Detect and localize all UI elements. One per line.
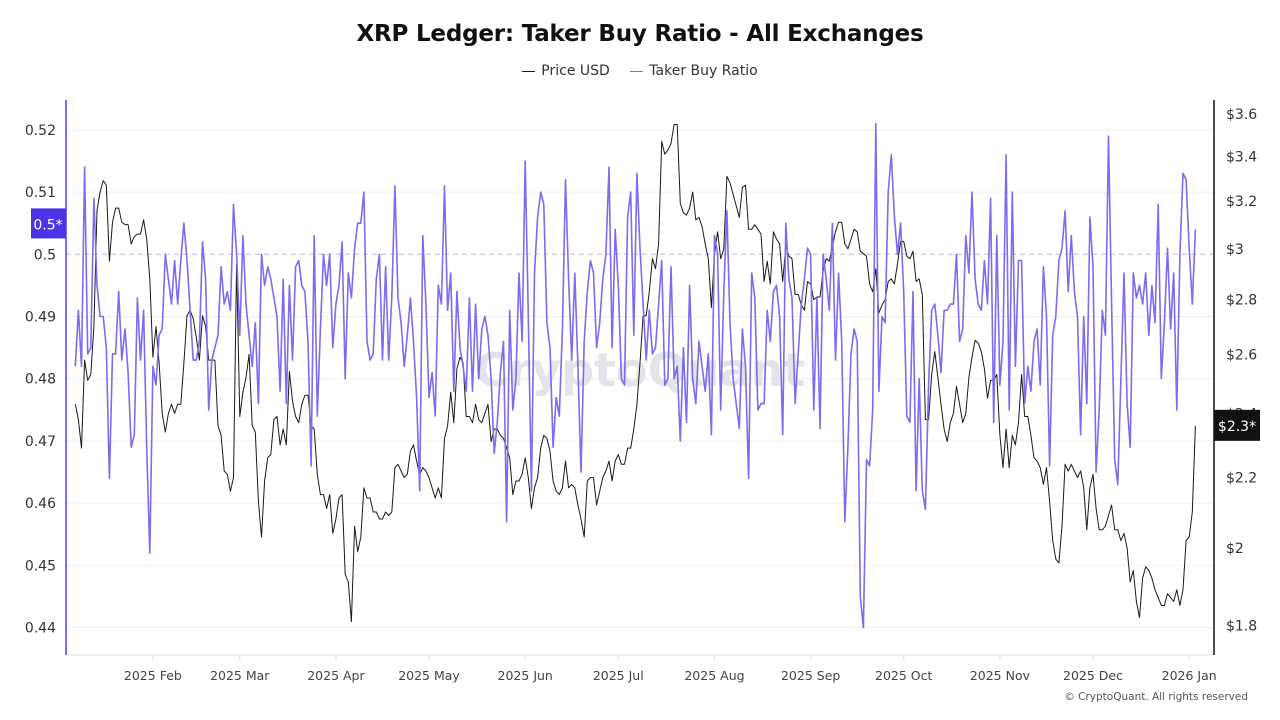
x-tick-label: 2025 Dec — [1063, 668, 1123, 683]
y-right-tick-label: $2.2 — [1226, 471, 1257, 487]
y-right-tick-label: $2.6 — [1226, 347, 1257, 363]
y-left-tick-label: 0.49 — [25, 310, 56, 326]
legend-label-price: Price USD — [541, 63, 610, 79]
y-right-tick-label: $2 — [1226, 541, 1244, 557]
current-value-tags: 0.5* $2.3* — [31, 208, 1260, 441]
y-left-tick-label: 0.48 — [25, 372, 56, 388]
y-left-tick-label: 0.45 — [25, 558, 56, 574]
legend-swatch-price — [522, 70, 536, 72]
x-tick-label: 2025 Oct — [875, 668, 932, 683]
current-price-tag-label: $2.3* — [1218, 419, 1256, 435]
copyright-footer: © CryptoQuant. All rights reserved — [1064, 691, 1248, 703]
y-left-tick-label: 0.46 — [25, 496, 56, 512]
current-ratio-tag — [31, 208, 66, 239]
current-ratio-tag-label: 0.5* — [33, 217, 62, 233]
y-axis-left: 0.44 0.45 0.46 0.47 0.48 0.49 0.5 0.51 0.52 — [25, 100, 67, 655]
x-tick-label: 2025 Sep — [781, 668, 840, 683]
x-tick-label: 2025 Apr — [307, 668, 365, 683]
series-line — [74, 124, 1196, 623]
y-left-tick-label: 0.44 — [25, 621, 56, 637]
y-right-tick-label: $3 — [1226, 242, 1244, 258]
y-left-tick-label: 0.47 — [25, 434, 56, 450]
x-axis: 2025 Feb 2025 Mar 2025 Apr 2025 May 2025 Jun… — [124, 655, 1217, 683]
series-line — [74, 122, 1197, 629]
legend-label-taker-buy-ratio: Taker Buy Ratio — [649, 63, 758, 79]
x-tick-label: 2025 Jun — [498, 668, 553, 683]
y-left-tick-label: 0.5 — [34, 247, 56, 263]
y-right-tick-label: $3.4 — [1226, 149, 1257, 165]
y-right-tick-label: $3.6 — [1226, 107, 1257, 123]
series-taker-buy-ratio — [74, 122, 1197, 629]
legend-item-taker-buy-ratio[interactable]: Taker Buy Ratio — [630, 63, 758, 79]
x-tick-label: 2025 May — [398, 668, 460, 683]
y-right-tick-label: $2.8 — [1226, 293, 1257, 309]
legend-item-price[interactable]: Price USD — [522, 63, 610, 79]
x-tick-label: 2025 Jul — [593, 668, 644, 683]
y-axis-right: $1.8$2$2.2$2.4$2.6$2.8$3$3.2$3.4$3.6 — [1213, 100, 1257, 655]
legend: Price USD Taker Buy Ratio — [0, 63, 1280, 79]
series-lines — [74, 122, 1197, 629]
chart-title: XRP Ledger: Taker Buy Ratio - All Exchan… — [356, 21, 924, 47]
x-tick-label: 2025 Mar — [210, 668, 270, 683]
current-price-tag — [1214, 409, 1260, 441]
y-left-tick-label: 0.51 — [25, 185, 56, 201]
y-right-tick-label: $3.2 — [1226, 194, 1257, 210]
x-tick-label: 2025 Feb — [124, 668, 182, 683]
y-left-tick-label: 0.52 — [25, 123, 56, 139]
x-tick-label: 2025 Nov — [970, 668, 1031, 683]
series-price-usd — [74, 124, 1196, 623]
legend-swatch-taker-buy-ratio — [630, 70, 644, 72]
y-right-tick-label: $1.8 — [1226, 619, 1257, 635]
x-tick-label: 2026 Jan — [1162, 668, 1217, 683]
x-tick-label: 2025 Aug — [684, 668, 744, 683]
